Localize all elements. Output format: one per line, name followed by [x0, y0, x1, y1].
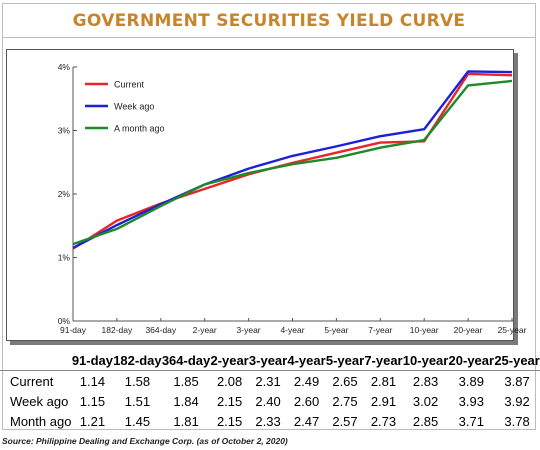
- table-cell: 2.85: [412, 413, 439, 429]
- title-bar: GOVERNMENT SECURITIES YIELD CURVE: [3, 4, 535, 38]
- y-tick-label: 3%: [58, 126, 71, 136]
- table-cell: 2.31: [255, 373, 281, 389]
- table-header-cell: 10-year: [402, 352, 449, 368]
- x-tick-label: 5-year: [324, 325, 348, 335]
- table-header-cell: 25-year: [494, 352, 540, 368]
- table-cell: 1.81: [173, 413, 199, 429]
- table-header-cell: 2-year: [210, 352, 249, 368]
- x-tick-label: 4-year: [280, 325, 304, 335]
- legend-label: Week ago: [114, 102, 154, 112]
- table-cell: 2.65: [332, 373, 358, 389]
- table-header-cell: 7-year: [364, 352, 403, 368]
- table-body: Current 1.14 1.58 1.85 2.08 2.31 2.49 2.65 2.81 2…: [0, 371, 540, 432]
- y-tick-label: 0%: [58, 316, 71, 326]
- table-cell: 1.51: [124, 393, 151, 409]
- table-header-cell: 5-year: [325, 352, 365, 368]
- series-line-week-ago: [72, 70, 513, 250]
- x-tick-label: 25-year: [498, 325, 527, 335]
- y-tick-label: 4%: [58, 62, 71, 72]
- table-cell: 2.81: [370, 373, 397, 389]
- yield-table: 91-day 182-day 364-day 2-year 3-year 4-year 5-…: [0, 350, 540, 431]
- table-cell: 2.57: [332, 413, 358, 429]
- table-cell: 3.93: [458, 393, 484, 409]
- table-cell: 2.33: [255, 413, 281, 429]
- row-label: Week ago: [10, 393, 69, 409]
- table-cell: 1.21: [79, 413, 106, 429]
- table-cell: 1.58: [124, 373, 151, 389]
- table-cell: 2.15: [216, 393, 243, 409]
- table-cell: 2.08: [216, 373, 243, 389]
- table-cell: 3.02: [412, 393, 439, 409]
- legend-label: A month ago: [114, 124, 165, 134]
- table-header-cell: 3-year: [248, 352, 288, 368]
- table-cell: 2.91: [370, 393, 397, 409]
- x-tick-label: 3-year: [237, 325, 261, 335]
- table-cell: 2.83: [412, 373, 439, 389]
- x-tick-label: 7-year: [368, 325, 392, 335]
- x-tick-label: 2-year: [193, 325, 217, 335]
- table-cell: 1.15: [79, 393, 106, 409]
- x-tick-label: 182-day: [102, 325, 133, 335]
- table-cell: 3.89: [458, 373, 484, 389]
- table-cell: 2.73: [370, 413, 397, 429]
- x-tick-label: 364-day: [145, 325, 176, 335]
- x-tick-label: 91-day: [60, 325, 87, 335]
- row-label: Month ago: [10, 413, 72, 429]
- table-cell: 2.60: [293, 393, 320, 409]
- chart-title: GOVERNMENT SECURITIES YIELD CURVE: [72, 10, 466, 31]
- table-cell: 1.84: [173, 393, 199, 409]
- table-header-cell: 4-year: [287, 352, 326, 368]
- table-row: Month ago 1.21 1.45 1.81 2.15 2.33 2.47 2.57 2.7…: [0, 411, 540, 431]
- table-cell: 1.14: [79, 373, 106, 389]
- source-note: Source: Philippine Dealing and Exchange …: [2, 436, 288, 446]
- table-header-cell: 20-year: [448, 352, 495, 368]
- table-cell: 1.45: [124, 413, 151, 429]
- table-header-cell: 182-day: [113, 352, 162, 368]
- chart-svg: 4% 3% 2% 1% 0%91-day 182-day 364-day 2-year 3-ye…: [58, 62, 527, 335]
- plot-area: [6, 49, 514, 341]
- table-cell: 2.49: [293, 373, 320, 389]
- table-header-cell: 91-day: [71, 352, 114, 368]
- x-tick-label: 10-year: [410, 325, 439, 335]
- table-cell: 3.71: [458, 413, 484, 429]
- table-cell: 3.92: [504, 393, 530, 409]
- table-corner: [0, 350, 72, 371]
- table-cell: 2.47: [293, 413, 320, 429]
- table-cell: 3.78: [504, 413, 530, 429]
- table-row: Current 1.14 1.58 1.85 2.08 2.31 2.49 2.65 2.81 2…: [0, 371, 540, 392]
- table-cell: 1.85: [173, 373, 199, 389]
- x-tick-label: 20-year: [454, 325, 483, 335]
- chart-frame: GOVERNMENT SECURITIES YIELD CURVE: [2, 3, 536, 430]
- y-tick-label: 2%: [58, 189, 71, 199]
- legend-label: Current: [114, 80, 145, 90]
- table-row: Week ago 1.15 1.51 1.84 2.15 2.40 2.60 2.75 2.91…: [0, 391, 540, 411]
- table-cell: 3.87: [504, 373, 530, 389]
- row-label: Current: [10, 373, 54, 389]
- table-cell: 2.40: [255, 393, 281, 409]
- table-header-row: 91-day 182-day 364-day 2-year 3-year 4-year 5-…: [0, 350, 540, 371]
- y-tick-label: 1%: [58, 253, 71, 263]
- table-header-cell: 364-day: [161, 352, 211, 368]
- table-cell: 2.75: [332, 393, 358, 409]
- table-cell: 2.15: [216, 413, 243, 429]
